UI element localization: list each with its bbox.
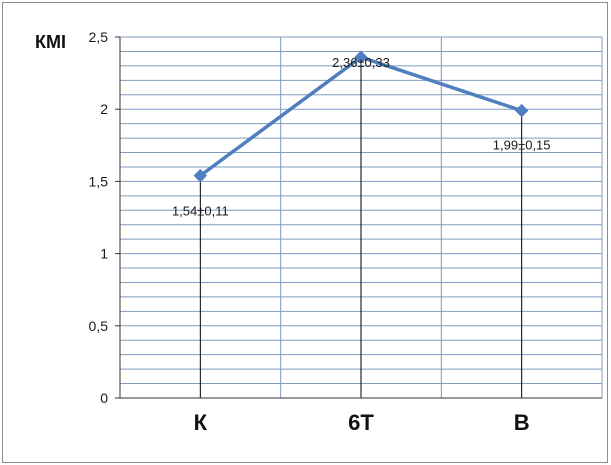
y-tick-label: 0: [100, 390, 108, 406]
data-label: 1,99±0,15: [493, 138, 551, 153]
x-tick-label: 6Т: [348, 410, 374, 435]
y-tick-label: 1: [100, 246, 108, 262]
data-point-marker: [514, 103, 529, 118]
series-group: [193, 50, 529, 183]
x-tick-label: К: [194, 410, 208, 435]
y-tick-label: 2,5: [89, 29, 109, 45]
drop-lines: [199, 57, 523, 398]
data-point-marker: [193, 168, 208, 183]
x-tick-label: В: [514, 410, 530, 435]
axes: 0 0,5 1 1,5 2 2,5 К 6Т В: [89, 29, 602, 435]
labels-group: 1,54±0,11 2,36±0,33 1,99±0,15: [172, 55, 551, 218]
data-point-marker: [354, 50, 368, 64]
data-label: 2,36±0,33: [332, 55, 390, 70]
y-tick-label: 1,5: [89, 173, 109, 189]
y-tick-label: 2: [100, 101, 108, 117]
data-label: 1,54±0,11: [172, 204, 229, 219]
y-axis-label: КМІ: [35, 32, 66, 52]
y-tick-label: 0,5: [89, 318, 109, 334]
